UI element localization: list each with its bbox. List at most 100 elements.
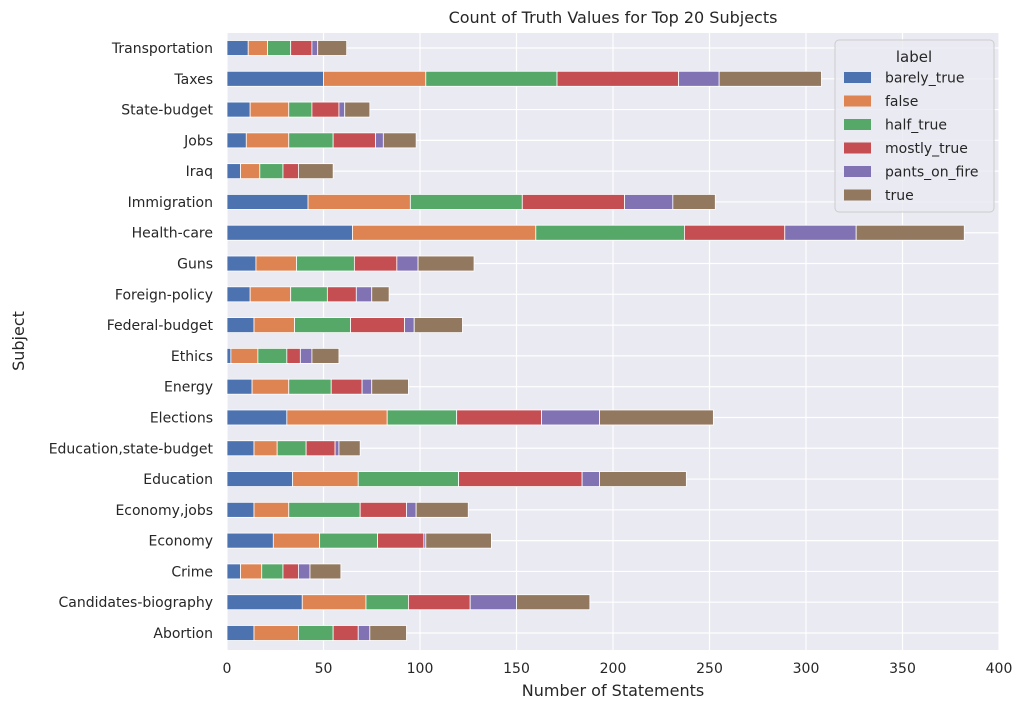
- bar-segment: [253, 501, 290, 518]
- bar-segment: [247, 40, 268, 56]
- bar-segment: [541, 409, 600, 426]
- bar-segment: [516, 594, 591, 611]
- bar-segment: [317, 40, 348, 56]
- bar-segment: [406, 501, 417, 518]
- y-tick-label: Health-care: [132, 226, 213, 242]
- bar-segment: [556, 70, 680, 87]
- bar-segment: [255, 255, 297, 272]
- bar-segment: [338, 101, 346, 118]
- y-tick-label: Elections: [150, 410, 213, 426]
- y-tick-label: Education: [143, 472, 213, 488]
- bar-segment: [282, 163, 299, 180]
- bar-segment: [226, 501, 255, 518]
- bar-segment: [307, 194, 411, 210]
- bar-segment: [290, 40, 313, 56]
- bar-segment: [288, 378, 332, 395]
- bar-segment: [226, 594, 303, 611]
- x-tick-label: 150: [503, 661, 530, 677]
- bar-segment: [226, 70, 324, 87]
- bar-segment: [272, 532, 321, 549]
- bar-segment: [259, 163, 284, 180]
- y-tick-labels: Transportation Taxes State-budget Jobs Iraq I…: [49, 41, 214, 642]
- x-tick-label: 0: [223, 661, 232, 677]
- bar-segment: [226, 471, 294, 487]
- y-tick-label: Ethics: [171, 349, 213, 365]
- bar-segment: [288, 501, 361, 518]
- legend-label: pants_on_fire: [885, 165, 978, 181]
- bar-segment: [226, 440, 255, 457]
- bar-segment: [305, 440, 336, 457]
- bar-segment: [323, 70, 427, 87]
- bar-segment: [413, 317, 463, 334]
- y-tick-label: Economy: [149, 534, 213, 550]
- legend-label: barely_true: [885, 71, 964, 87]
- bar-segment: [672, 194, 716, 210]
- bar-segment: [784, 224, 857, 241]
- x-axis-label: Number of Statements: [522, 681, 704, 700]
- bar-segment: [408, 594, 471, 611]
- y-tick-label: Iraq: [186, 164, 213, 180]
- legend-swatch: [844, 189, 871, 201]
- bar-segment: [226, 317, 255, 334]
- bar-segment: [386, 409, 458, 426]
- bar-segment: [249, 286, 292, 303]
- bar-segment: [290, 286, 328, 303]
- bar-segment: [226, 532, 274, 549]
- bar-segment: [330, 378, 363, 395]
- bar-segment: [469, 594, 517, 611]
- x-tick-label: 200: [600, 661, 627, 677]
- legend-swatch: [844, 142, 871, 154]
- bar-segment: [226, 101, 251, 118]
- bar-segment: [286, 347, 301, 364]
- bar-segment: [417, 255, 475, 272]
- bar-segment: [375, 132, 384, 149]
- bar-segment: [226, 255, 257, 272]
- bars: [226, 40, 965, 641]
- bar-segment: [361, 378, 373, 395]
- bar-segment: [267, 40, 292, 56]
- bar-segment: [581, 471, 600, 487]
- legend-box: [834, 39, 995, 213]
- bar-segment: [425, 532, 492, 549]
- bar-segment: [292, 471, 359, 487]
- y-tick-label: Guns: [177, 257, 213, 273]
- y-tick-label: Transportation: [111, 41, 213, 57]
- legend-swatch: [844, 119, 871, 130]
- bar-segment: [226, 286, 251, 303]
- legend-swatch: [844, 95, 871, 107]
- y-tick-label: Crime: [171, 564, 213, 580]
- y-tick-label: State-budget: [121, 103, 213, 119]
- x-tick-label: 400: [986, 661, 1013, 677]
- chart-title: Count of Truth Values for Top 20 Subject…: [449, 8, 778, 27]
- bar-segment: [332, 132, 377, 149]
- bar-segment: [311, 40, 319, 56]
- y-tick-label: Abortion: [153, 626, 213, 642]
- bar-segment: [350, 317, 405, 334]
- bar-segment: [276, 440, 307, 457]
- bar-segment: [684, 224, 786, 241]
- y-tick-label: Taxes: [173, 72, 213, 88]
- legend-label: false: [885, 94, 918, 110]
- legend-swatch: [844, 72, 871, 83]
- bar-segment: [253, 625, 299, 641]
- bar-segment: [338, 440, 361, 457]
- legend-label: mostly_true: [885, 141, 968, 157]
- bar-segment: [301, 594, 367, 611]
- bar-segment: [261, 563, 284, 580]
- bar-segment: [226, 194, 309, 210]
- bar-segment: [245, 132, 290, 149]
- bar-segment: [415, 501, 469, 518]
- bar-segment: [425, 70, 558, 87]
- bar-segment: [371, 286, 390, 303]
- y-tick-label: Immigration: [128, 195, 213, 211]
- bar-segment: [718, 70, 822, 87]
- x-tick-label: 300: [793, 661, 820, 677]
- bar-segment: [355, 286, 373, 303]
- bar-segment: [240, 163, 261, 180]
- bar-segment: [251, 378, 290, 395]
- legend-title: label: [896, 48, 932, 66]
- bar-segment: [319, 532, 378, 549]
- bar-segment: [365, 594, 409, 611]
